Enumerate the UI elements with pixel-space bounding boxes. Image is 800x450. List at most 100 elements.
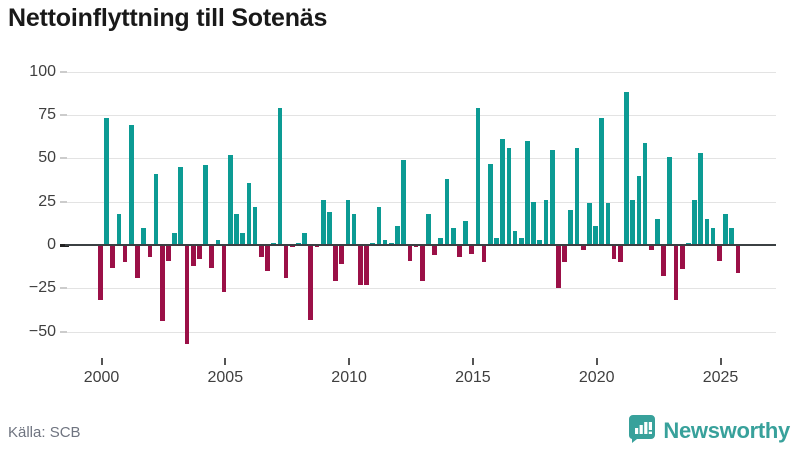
chart-title: Nettoinflyttning till Sotenäs — [8, 4, 328, 32]
zero-baseline — [65, 244, 776, 246]
quarter-bar — [98, 245, 103, 301]
quarter-bar — [258, 245, 264, 258]
quarter-bar — [487, 163, 493, 245]
quarter-bar — [475, 108, 481, 245]
quarter-bar — [153, 173, 159, 245]
quarter-bar — [104, 118, 109, 245]
newsworthy-logo[interactable]: Newsworthy — [628, 414, 790, 448]
y-axis-tick — [60, 200, 67, 203]
y-axis-label: 50 — [38, 149, 56, 167]
quarter-bar — [166, 245, 171, 261]
quarter-bar — [265, 245, 270, 271]
x-axis-tick — [719, 358, 722, 365]
quarter-bar — [382, 239, 388, 245]
quarter-bar — [512, 231, 518, 245]
newsworthy-chart-bubble-icon — [628, 414, 656, 448]
gridline — [65, 115, 776, 116]
quarter-bar — [159, 245, 165, 322]
gridline — [65, 71, 776, 73]
x-axis-label: 2015 — [455, 369, 491, 386]
x-axis-tick — [595, 358, 598, 365]
quarter-bar — [735, 245, 741, 273]
quarter-bar — [221, 245, 227, 292]
quarter-bar — [481, 245, 487, 263]
y-axis-tick — [60, 244, 69, 247]
quarter-bar — [698, 153, 704, 245]
quarter-bar — [401, 160, 406, 245]
quarter-bar — [419, 245, 425, 282]
x-axis-tick — [224, 358, 227, 365]
x-axis-label: 2000 — [83, 369, 120, 386]
quarter-bar — [556, 245, 561, 289]
quarter-bar — [110, 245, 116, 268]
quarter-bar — [426, 213, 431, 245]
quarter-bar — [376, 206, 382, 245]
quarter-bar — [599, 118, 605, 245]
quarter-bar — [580, 245, 586, 251]
y-axis-label: −25 — [28, 279, 56, 297]
quarter-bar — [667, 156, 673, 245]
quarter-bar — [122, 245, 128, 263]
gridline — [65, 201, 776, 203]
quarter-bar — [227, 154, 233, 245]
quarter-bar — [710, 227, 716, 245]
quarter-bar — [209, 245, 215, 268]
quarter-bar — [463, 220, 468, 245]
y-axis-label: 0 — [47, 236, 56, 253]
quarter-bar — [438, 238, 444, 245]
quarter-bar — [277, 108, 283, 245]
quarter-bar — [729, 227, 735, 245]
quarter-bar — [128, 125, 134, 245]
x-axis-label: 2025 — [702, 369, 739, 386]
y-axis-tick — [60, 114, 67, 116]
x-axis-label: 2005 — [207, 369, 244, 386]
quarter-bar — [642, 142, 648, 245]
quarter-bar — [364, 245, 369, 285]
quarter-bar — [624, 92, 629, 245]
quarter-bar — [339, 245, 345, 265]
bar-chart: 100 75 50 25 0 −25 −50 2000 2005 2010 2015 2020 2025 — [28, 62, 776, 386]
quarter-bar — [178, 167, 184, 245]
quarter-bar — [190, 245, 196, 266]
quarter-bar — [203, 165, 208, 245]
quarter-bar — [320, 199, 326, 245]
quarter-bar — [562, 245, 567, 263]
quarter-bar — [494, 238, 499, 245]
gridline — [65, 331, 776, 333]
quarter-bar — [240, 232, 246, 245]
quarter-bar — [469, 245, 475, 254]
quarter-bar — [568, 210, 574, 245]
quarter-bar — [537, 239, 543, 245]
quarter-bar — [135, 245, 140, 278]
quarter-bar — [141, 227, 147, 245]
x-axis-tick — [348, 358, 351, 365]
quarter-bar — [283, 245, 289, 278]
y-axis-label: 100 — [29, 62, 56, 80]
x-axis-label: 2020 — [578, 369, 615, 386]
quarter-bar — [215, 239, 221, 245]
quarter-bar — [611, 245, 617, 259]
quarter-bar — [345, 199, 351, 245]
quarter-bar — [327, 212, 332, 245]
quarter-bar — [518, 238, 524, 245]
gridline — [65, 288, 776, 290]
y-axis-tick — [60, 70, 67, 73]
quarter-bar — [723, 213, 728, 245]
quarter-bar — [692, 199, 697, 245]
quarter-bar — [630, 199, 636, 245]
x-axis-tick — [100, 358, 103, 365]
quarter-bar — [506, 147, 512, 245]
quarter-bar — [587, 203, 592, 245]
quarter-bar — [302, 232, 307, 245]
quarter-bar — [679, 245, 685, 270]
quarter-bar — [636, 175, 642, 245]
quarter-bar — [549, 149, 555, 245]
quarter-bar — [704, 219, 710, 245]
quarter-bar — [432, 245, 437, 256]
quarter-bar — [605, 203, 611, 245]
quarter-bar — [444, 179, 450, 245]
quarter-bar — [147, 245, 153, 258]
quarter-bar — [525, 141, 530, 245]
quarter-bar — [673, 245, 679, 301]
quarter-bar — [172, 232, 177, 245]
